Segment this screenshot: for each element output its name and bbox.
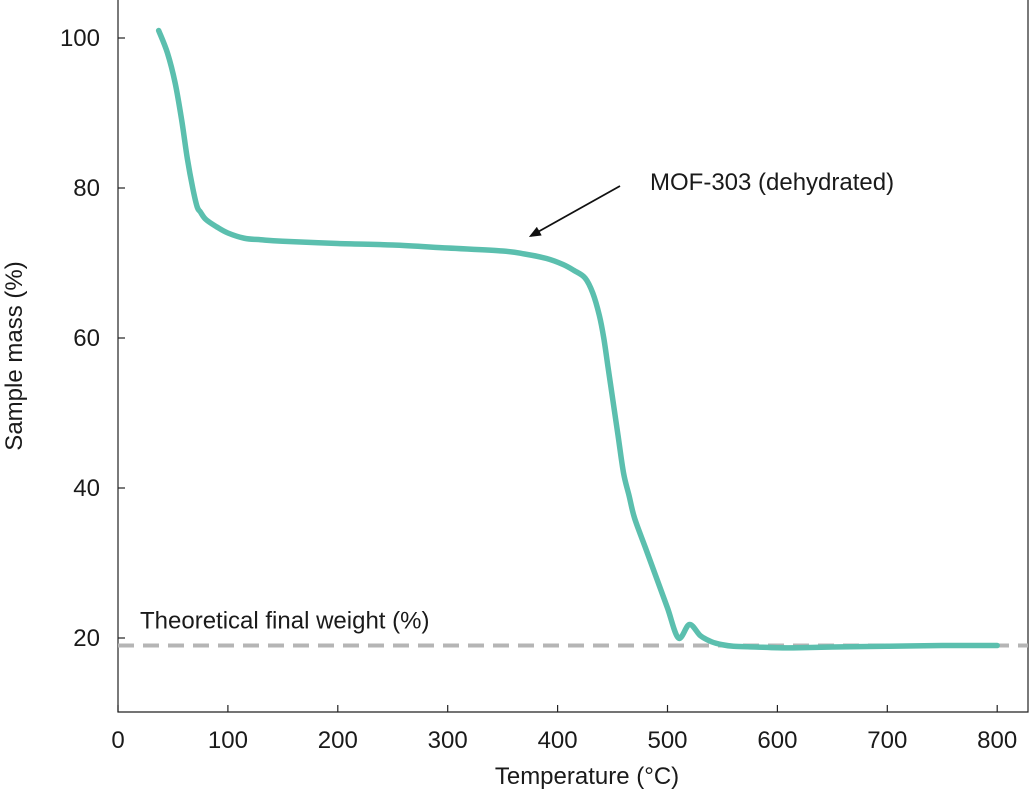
series-line-0 (155, 27, 1000, 651)
reference-line-group: Theoretical final weight (%) (118, 608, 1028, 648)
series-group (155, 27, 1000, 651)
y-tick-label: 60 (73, 325, 100, 352)
annotation-label: MOF-303 (dehydrated) (650, 169, 894, 196)
y-tick-label: 80 (73, 175, 100, 202)
x-tick-label: 300 (428, 727, 468, 754)
x-tick-label: 500 (647, 727, 687, 754)
plot-frame (117, 0, 1029, 713)
annotation-arrow (528, 185, 621, 237)
x-tick-label: 200 (318, 727, 358, 754)
y-axis-title: Sample mass (%) (1, 261, 28, 450)
x-tick-label: 700 (867, 727, 907, 754)
y-tick-label: 100 (60, 25, 100, 52)
reference-line-label: Theoretical final weight (%) (140, 608, 429, 635)
x-tick-label: 400 (538, 727, 578, 754)
x-tick-label: 800 (977, 727, 1017, 754)
y-tick-label: 40 (73, 475, 100, 502)
y-tick-label: 20 (73, 625, 100, 652)
x-tick-label: 0 (111, 727, 124, 754)
x-tick-label: 600 (757, 727, 797, 754)
x-axis-title: Temperature (°C) (495, 763, 679, 790)
annotations: MOF-303 (dehydrated) (528, 169, 894, 237)
x-tick-label: 100 (208, 727, 248, 754)
